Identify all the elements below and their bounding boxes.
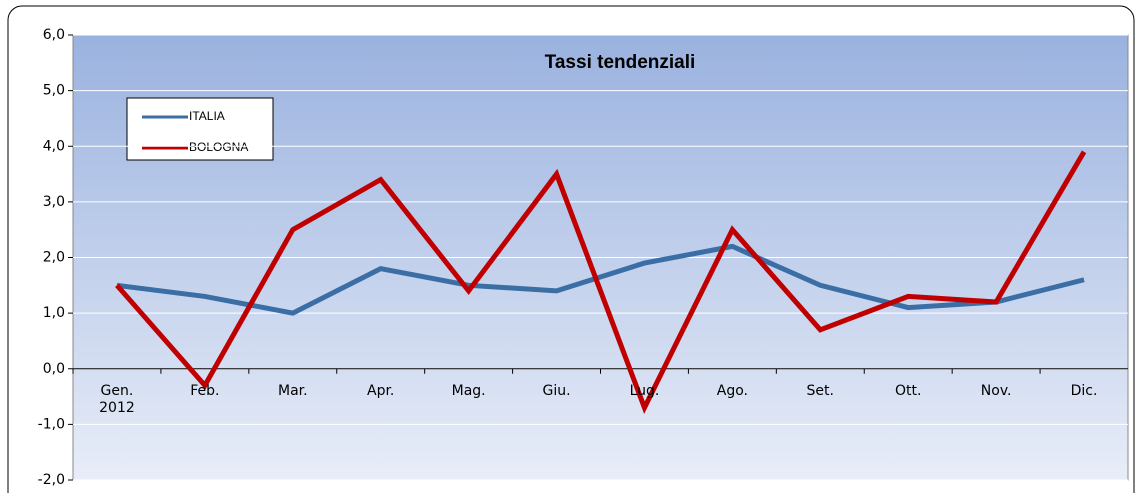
x-tick-label: Ott. bbox=[894, 382, 922, 399]
x-tick-label: Dic. bbox=[1070, 382, 1098, 399]
y-tick-label: 6,0 bbox=[43, 27, 65, 43]
x-tick-label: Mag. bbox=[451, 382, 486, 399]
x-tick-label: Feb. bbox=[190, 382, 220, 399]
series-line bbox=[116, 243, 1085, 316]
x-tick-label: Mar. bbox=[277, 382, 308, 399]
x-tick-label: Nov. bbox=[980, 382, 1012, 399]
x-tick-label: Ago. bbox=[716, 382, 748, 399]
legend-box bbox=[126, 97, 274, 161]
x-tick-label: Gen. 2012 bbox=[99, 382, 135, 416]
legend-label: ITALIA bbox=[189, 109, 225, 123]
y-tick-label: 5,0 bbox=[43, 83, 65, 99]
x-tick-label: Apr. bbox=[367, 382, 395, 399]
y-tick-label: 2,0 bbox=[43, 250, 65, 266]
frame bbox=[7, 5, 1135, 493]
legend: ITALIA BOLOGNA bbox=[126, 97, 274, 161]
y-tick-label: -1,0 bbox=[38, 416, 65, 432]
x-tick-label: Lug. bbox=[629, 382, 660, 399]
chart-title: Tassi tendenziali bbox=[545, 52, 696, 73]
y-tick-label: 1,0 bbox=[43, 305, 65, 321]
series-line bbox=[115, 150, 1087, 414]
y-tick-label: 3,0 bbox=[43, 194, 65, 210]
y-tick-label: 0,0 bbox=[43, 361, 65, 377]
y-tick-label: -2,0 bbox=[38, 472, 65, 488]
x-tick-label: Giu. bbox=[542, 382, 571, 399]
legend-label: BOLOGNA bbox=[189, 140, 248, 154]
x-tick-label: Set. bbox=[806, 382, 834, 399]
y-tick-label: 4,0 bbox=[43, 138, 65, 154]
